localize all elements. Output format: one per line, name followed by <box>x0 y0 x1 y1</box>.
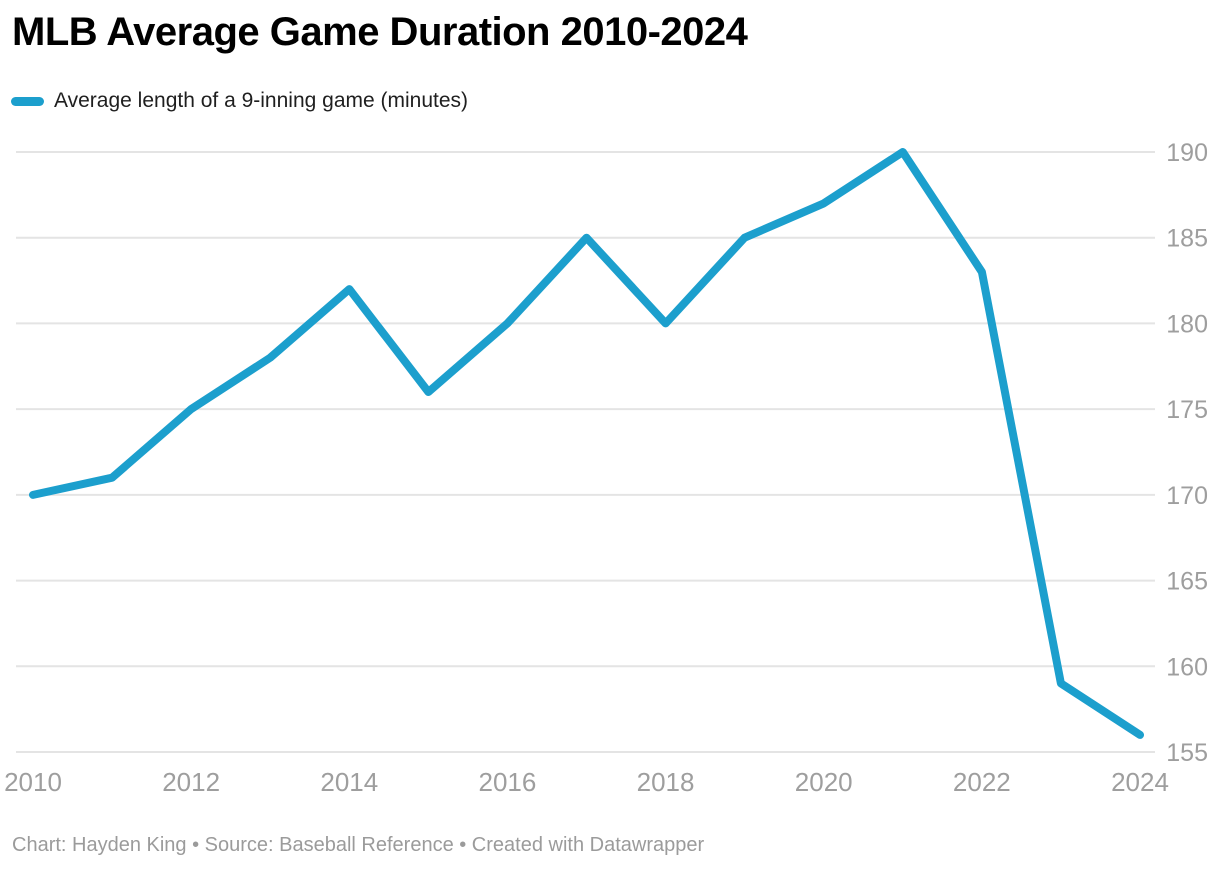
legend: Average length of a 9-inning game (minut… <box>11 89 468 113</box>
y-tick-label: 175 <box>1166 396 1208 424</box>
chart-footer: Chart: Hayden King • Source: Baseball Re… <box>12 834 705 856</box>
x-tick-label: 2012 <box>162 767 220 797</box>
data-line <box>29 148 1144 739</box>
y-tick-label: 170 <box>1166 482 1208 510</box>
y-tick-label: 165 <box>1166 568 1208 596</box>
x-tick-label: 2018 <box>637 767 695 797</box>
x-tick-label: 2014 <box>320 767 378 797</box>
y-tick-label: 180 <box>1166 310 1208 338</box>
legend-label: Average length of a 9-inning game (minut… <box>54 89 469 112</box>
y-tick-label: 190 <box>1166 139 1208 167</box>
x-tick-label: 2022 <box>953 767 1011 797</box>
y-tick-label: 185 <box>1166 225 1208 253</box>
chart-title: MLB Average Game Duration 2010-2024 <box>12 10 748 54</box>
y-tick-label: 155 <box>1166 739 1208 767</box>
x-tick-label: 2016 <box>479 767 537 797</box>
x-tick-label: 2010 <box>4 767 62 797</box>
x-tick-label: 2024 <box>1111 767 1169 797</box>
x-tick-label: 2020 <box>795 767 853 797</box>
legend-line-swatch-icon <box>11 96 44 106</box>
y-tick-label: 160 <box>1166 653 1208 681</box>
